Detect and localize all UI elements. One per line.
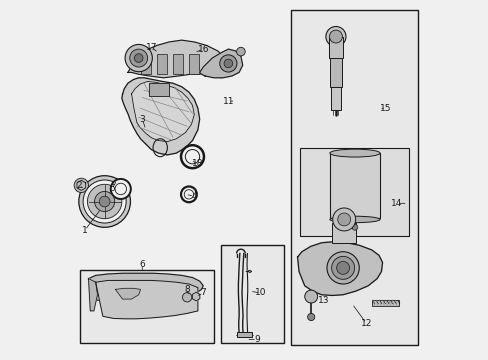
Bar	[328, 37, 343, 58]
Bar	[156, 54, 166, 74]
Circle shape	[181, 145, 203, 168]
Circle shape	[304, 290, 317, 303]
Text: 14: 14	[390, 199, 402, 208]
Circle shape	[87, 184, 122, 219]
Bar	[290, 10, 418, 345]
Text: 1: 1	[82, 226, 88, 235]
Polygon shape	[122, 78, 199, 155]
Circle shape	[351, 225, 357, 230]
Bar	[80, 270, 214, 343]
Bar	[330, 87, 341, 110]
Circle shape	[134, 54, 142, 62]
Circle shape	[181, 186, 196, 202]
Circle shape	[115, 183, 126, 195]
Circle shape	[79, 176, 130, 227]
Text: 15: 15	[380, 104, 391, 113]
Circle shape	[83, 180, 126, 223]
Text: 17: 17	[145, 43, 157, 52]
Polygon shape	[88, 273, 203, 301]
Polygon shape	[115, 288, 140, 299]
Polygon shape	[246, 270, 251, 273]
Text: 10: 10	[254, 288, 266, 297]
Text: 5: 5	[109, 184, 115, 193]
Ellipse shape	[329, 149, 379, 157]
Bar	[172, 54, 183, 74]
Circle shape	[326, 252, 359, 284]
Circle shape	[337, 213, 350, 226]
Text: 16: 16	[197, 45, 208, 54]
Circle shape	[219, 55, 237, 72]
Bar	[221, 244, 284, 343]
Circle shape	[99, 196, 110, 207]
Text: 2: 2	[76, 181, 81, 190]
Text: 13: 13	[317, 296, 328, 305]
Text: 18: 18	[192, 159, 203, 168]
Bar	[149, 83, 169, 96]
Circle shape	[125, 44, 152, 72]
Circle shape	[332, 208, 355, 231]
Text: 8: 8	[184, 285, 190, 294]
Circle shape	[224, 59, 232, 68]
Bar	[300, 148, 408, 235]
Bar	[188, 54, 199, 74]
Circle shape	[185, 149, 199, 164]
Bar	[332, 223, 355, 243]
Polygon shape	[128, 40, 230, 78]
Text: 12: 12	[360, 319, 371, 328]
Text: 6: 6	[139, 260, 145, 269]
Circle shape	[336, 261, 349, 274]
Circle shape	[236, 47, 244, 56]
Circle shape	[129, 49, 147, 67]
Polygon shape	[131, 81, 194, 141]
Polygon shape	[88, 279, 97, 311]
Text: 7: 7	[200, 288, 206, 297]
Text: 11: 11	[222, 96, 234, 105]
Bar	[140, 54, 150, 74]
Circle shape	[331, 256, 354, 279]
Circle shape	[184, 190, 193, 199]
Circle shape	[94, 192, 115, 212]
Circle shape	[182, 293, 191, 302]
Text: 3: 3	[139, 114, 145, 123]
Text: 9: 9	[254, 335, 260, 344]
Ellipse shape	[329, 216, 379, 223]
Circle shape	[329, 30, 342, 43]
Polygon shape	[199, 49, 242, 78]
Circle shape	[74, 178, 88, 193]
Text: 4: 4	[191, 192, 197, 201]
Polygon shape	[77, 180, 85, 190]
Circle shape	[325, 27, 346, 46]
Polygon shape	[96, 280, 198, 319]
Circle shape	[110, 179, 131, 199]
Bar	[371, 300, 398, 306]
Circle shape	[307, 314, 314, 320]
Bar	[329, 58, 341, 87]
Bar	[329, 153, 379, 218]
Bar	[237, 332, 251, 337]
Polygon shape	[192, 292, 200, 301]
Polygon shape	[297, 242, 382, 296]
